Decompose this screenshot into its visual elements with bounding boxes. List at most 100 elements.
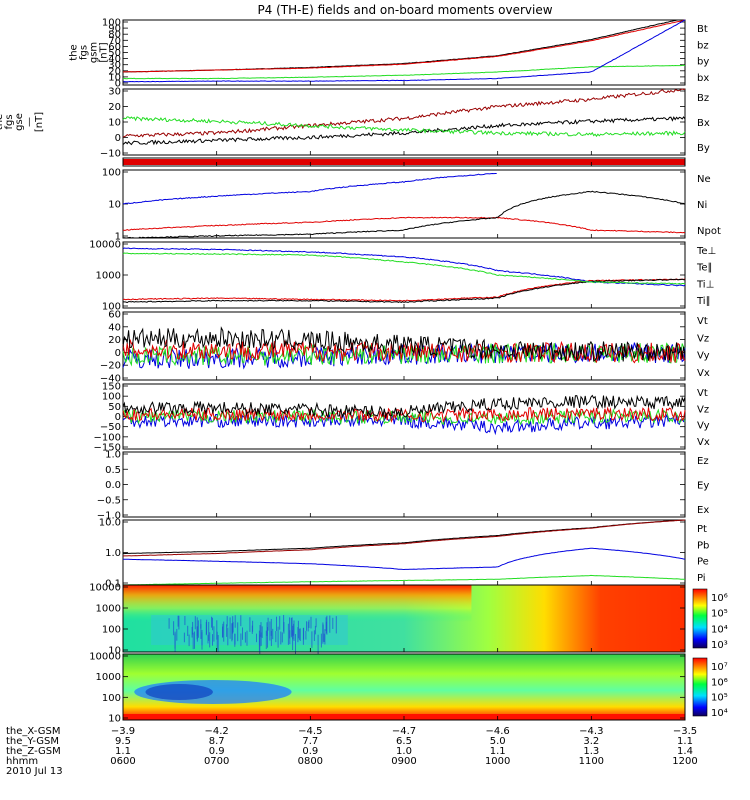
legend-Bz: Bz [697,93,709,104]
spectrogram-pixel [183,632,185,643]
spectrogram-pixel [310,616,312,629]
y-tick-label: 150 [102,382,121,393]
spectrogram-pixel [270,618,272,636]
footer-value: −4.6 [486,726,510,737]
spectrogram-pixel [216,631,218,650]
y-tick-label: −10 [100,149,121,160]
y-tick-label: 1000 [96,271,121,282]
spectrogram-pixel [173,621,175,636]
y-tick-label: 40 [108,54,121,65]
legend-bx: bx [697,73,709,84]
y-tick-label: 20 [108,66,121,77]
spectrogram-pixel [320,633,322,648]
spectrogram-pixel [314,625,316,635]
spectrogram-pixel [231,623,233,642]
y-tick-label: −150 [94,443,121,454]
spectrogram-pixel [234,633,236,647]
spectrogram-pixel [240,633,242,647]
spectrogram-pixel [212,617,213,631]
y-axis-label: the fgs gse — [nT] [0,112,45,132]
y-tick-label: 0.1 [105,579,121,590]
colorbar [692,588,708,649]
y-tick-label: −20 [100,361,121,372]
footer-value: 9.5 [115,736,131,747]
y-label-line: [nT] [99,42,110,62]
spectrogram-pixel [192,632,194,650]
legend-Vx: Vx [697,368,710,379]
spectrogram-pixel [260,622,262,637]
y-tick-label: 70 [108,36,121,47]
panel-frame [122,451,686,518]
colorbar-label: 10⁶ [711,677,728,688]
spectrogram-pixel [174,633,176,649]
spectrogram-pixel [279,616,281,630]
footer-value: 0700 [204,756,229,767]
spectrogram-pixel [325,621,327,634]
colorbar-label: 10⁷ [711,662,728,673]
y-tick-label: 100 [102,693,121,704]
spectrogram-pixel [291,617,293,636]
spectrogram-pixel [266,622,268,636]
spectrogram-pixel [240,615,242,627]
series-by [122,64,686,80]
legend-Vt: Vt [697,316,708,327]
y-tick-label: 0.5 [105,465,121,476]
spectrogram-pixel [197,620,199,638]
spectrogram-pixel [277,626,279,648]
spectrogram-pixel [281,632,283,643]
y-tick-label: 10000 [89,583,121,594]
colorbar [692,657,708,717]
footer-value: −4.7 [392,726,416,737]
spectrogram-pixel [246,630,248,646]
legend-Ez: Ez [697,456,709,467]
spectrogram-pixel [223,621,225,642]
spectrogram-pixel [317,634,319,655]
spectrogram-pixel [234,615,236,628]
y-tick-label: 100 [102,18,121,29]
footer-row-label: the_Z-GSM [6,746,61,757]
footer-row-label: hhmm [6,756,38,767]
panel-frame [122,519,686,586]
spectrogram-pixel [194,616,196,630]
spectrogram-pixel [322,622,324,644]
y-label-line: gsm [89,42,100,63]
spectrogram-pixel [315,618,317,628]
y-tick-label: 10 [108,714,121,725]
spectrogram-pixel [335,616,337,634]
colorbar-label: 10⁵ [711,609,728,620]
legend-Ey: Ey [697,481,709,492]
spectrogram-pixel [323,633,325,643]
footer-value: 0.9 [302,746,318,757]
y-tick-label: 50 [108,48,121,59]
y-tick-label: 0 [115,79,121,90]
legend-bz: bz [697,40,709,51]
series-By [122,116,686,138]
spectrogram-pixel [298,628,300,640]
legend-Ex: Ex [697,505,709,516]
legend-Bt: Bt [697,24,708,35]
spectrogram-pixel [226,624,228,637]
series-Vz [122,406,686,423]
spectrogram-pixel [244,632,246,643]
spectrogram-pixel [308,619,310,628]
legend-Vx: Vx [697,437,710,448]
series-Ne [122,216,686,234]
spectrogram-pixel [292,630,294,651]
y-label-line: gse [14,113,25,131]
y-tick-label: −50 [100,422,121,433]
spectrogram-pixel [208,621,210,641]
legend-Ni: Ni [697,200,707,211]
legend-By: By [697,143,710,154]
y-tick-label: 30 [108,60,121,71]
y-tick-label: 1.0 [105,548,121,559]
spectrogram-pixel [207,634,209,644]
spectrogram-pixel [259,625,261,647]
spectrogram-pixel [232,622,234,633]
y-tick-label: 60 [108,42,121,53]
footer-row-label: 2010 Jul 13 [6,766,63,777]
spectrogram-pixel [295,633,296,654]
y-tick-label: 100 [102,168,121,179]
footer-value: 1.4 [677,746,693,757]
colorbar-label: 10⁴ [711,624,728,635]
